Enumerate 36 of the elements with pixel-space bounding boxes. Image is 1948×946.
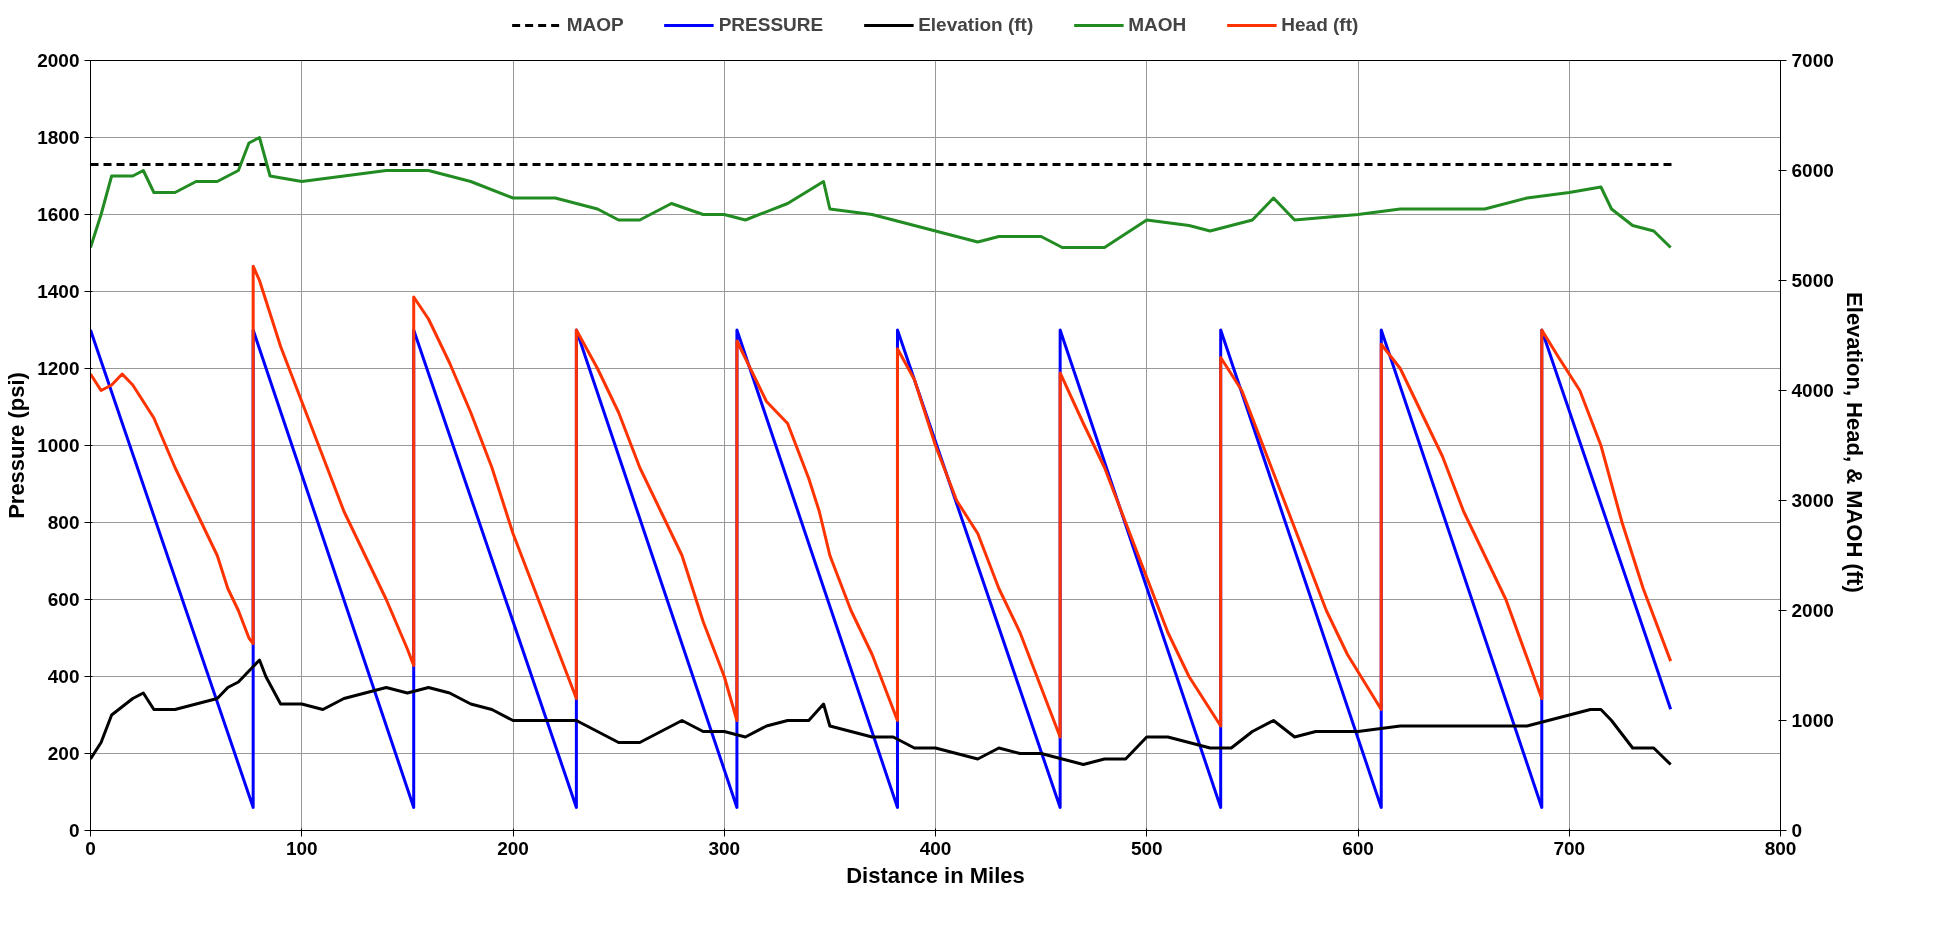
- y-tick-label: 800: [47, 512, 80, 533]
- y-tick-label: 200: [47, 743, 80, 764]
- y-axis-title: Pressure (psi): [4, 372, 30, 519]
- y-tick-label: 1200: [37, 358, 80, 379]
- y-tick-label: 1000: [37, 435, 80, 456]
- x-tick-label: 100: [285, 837, 318, 859]
- y-tick-label: 1400: [37, 281, 80, 302]
- line-series: [90, 264, 1673, 739]
- x-tick-label: 400: [919, 837, 952, 859]
- y-tick-label: 600: [47, 589, 80, 610]
- legend-label: MAOP: [566, 14, 624, 36]
- y-tick-label: 400: [47, 666, 80, 687]
- x-tick-label: 300: [708, 837, 741, 859]
- y-tick-label: 1800: [37, 127, 80, 148]
- y2-tick-label: 6000: [1791, 160, 1834, 181]
- legend-label: PRESSURE: [718, 14, 824, 36]
- x-tick-label: 700: [1553, 837, 1586, 859]
- x-tick-label: 200: [497, 837, 529, 859]
- y2-axis-title: Elevation, Head, & MAOH (ft): [1841, 292, 1867, 593]
- legend-label: Elevation (ft): [918, 14, 1034, 36]
- line-series: [90, 136, 1673, 249]
- x-tick-label: 600: [1342, 837, 1374, 859]
- y-tick-label: 0: [68, 820, 80, 841]
- y-tick-label: 1600: [37, 204, 80, 225]
- x-axis-title: Distance in Miles: [846, 862, 1025, 888]
- y2-tick-label: 1000: [1791, 710, 1834, 731]
- y2-tick-label: 3000: [1791, 490, 1834, 511]
- legend-label: Head (ft): [1281, 14, 1359, 36]
- y2-tick-label: 5000: [1791, 270, 1834, 291]
- legend-label: MAOH: [1128, 14, 1187, 36]
- y2-tick-label: 7000: [1791, 50, 1834, 71]
- y2-tick-label: 2000: [1791, 600, 1834, 621]
- x-tick-label: 0: [85, 837, 96, 859]
- x-tick-label: 500: [1130, 837, 1163, 859]
- y2-tick-label: 4000: [1791, 380, 1834, 401]
- y-tick-label: 2000: [37, 50, 80, 71]
